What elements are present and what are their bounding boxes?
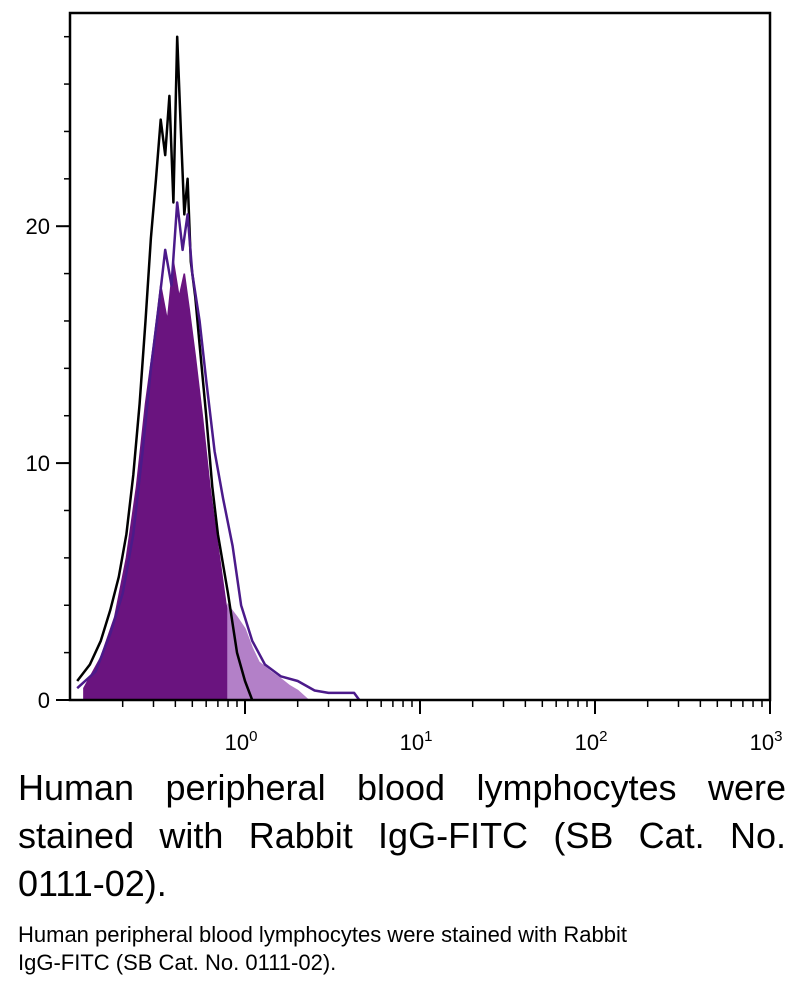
x-tick-label: 101: [400, 728, 433, 755]
y-tick-label: 10: [26, 451, 50, 476]
series-line-3: [76, 201, 361, 701]
x-tick-label: 100: [225, 728, 258, 755]
y-tick-label: 20: [26, 214, 50, 239]
caption-small: Human peripheral blood lymphocytes were …: [18, 922, 627, 975]
x-tick-label: 103: [750, 728, 783, 755]
series-fill-1: [227, 602, 311, 701]
histogram-chart: 0 10 20 100 101 102 103: [26, 11, 783, 755]
series-line-2: [76, 35, 254, 701]
x-tick-label: 102: [575, 728, 608, 755]
caption-large: Human peripheral blood lymphocytes were …: [18, 767, 786, 904]
chart-canvas: 0 10 20 100 101 102 103: [26, 11, 783, 755]
y-tick-label: 0: [38, 688, 50, 713]
